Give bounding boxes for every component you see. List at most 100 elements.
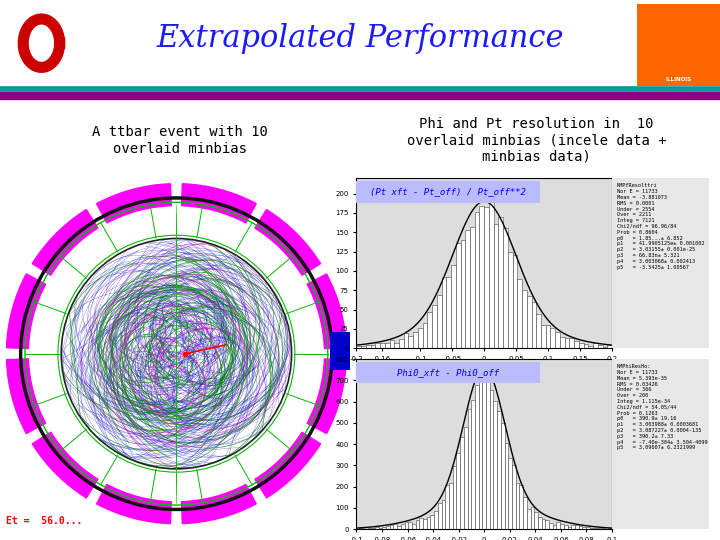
Bar	[593, 528, 597, 529]
Bar	[584, 343, 588, 348]
Bar	[431, 515, 434, 529]
Bar	[384, 343, 390, 348]
Bar	[505, 443, 508, 529]
Bar	[464, 427, 467, 529]
Bar	[541, 519, 545, 529]
Bar	[380, 343, 384, 348]
Bar	[486, 376, 490, 529]
Bar	[449, 483, 453, 529]
Wedge shape	[255, 210, 320, 275]
Bar	[546, 325, 551, 348]
Bar	[598, 346, 603, 348]
Bar	[412, 524, 415, 529]
Bar	[395, 343, 399, 348]
Bar	[456, 453, 460, 529]
Text: A ttbar event with 10
overlaid minbias: A ttbar event with 10 overlaid minbias	[92, 125, 268, 156]
Bar	[453, 466, 456, 529]
Text: ILLINOIS: ILLINOIS	[665, 77, 692, 82]
Bar	[501, 423, 505, 529]
Bar	[479, 381, 482, 529]
Bar	[397, 526, 401, 529]
Wedge shape	[181, 484, 256, 524]
Bar	[467, 409, 471, 529]
Bar	[366, 345, 371, 348]
Bar	[593, 342, 598, 348]
Bar	[470, 227, 474, 348]
Wedge shape	[96, 184, 171, 223]
Text: NMPhiResHo:
Nor E = 11733
Mean = 5.393e-35
RMS = 0.03426
Under = 366
Over = 200
: NMPhiResHo: Nor E = 11733 Mean = 5.393e-…	[617, 364, 708, 450]
Bar	[574, 341, 579, 348]
Bar	[586, 528, 590, 529]
Bar	[570, 339, 574, 348]
Bar	[456, 244, 461, 348]
FancyBboxPatch shape	[583, 308, 720, 540]
Bar	[418, 328, 423, 348]
Bar	[538, 517, 541, 529]
Bar	[471, 400, 475, 529]
Bar	[480, 206, 484, 348]
Bar	[608, 528, 612, 529]
Bar	[564, 525, 567, 529]
Bar	[516, 483, 519, 529]
Bar	[482, 370, 486, 529]
Bar	[513, 255, 518, 348]
Wedge shape	[307, 359, 346, 434]
Bar	[588, 346, 593, 348]
Bar	[536, 314, 541, 348]
Bar	[560, 524, 564, 529]
Bar	[534, 511, 538, 529]
Bar	[603, 347, 607, 348]
Bar	[401, 524, 405, 529]
Bar	[375, 527, 379, 529]
Bar	[461, 240, 465, 348]
FancyBboxPatch shape	[642, 4, 716, 95]
Bar	[527, 509, 531, 529]
Bar	[356, 346, 361, 348]
Bar	[386, 526, 390, 529]
Bar	[423, 519, 427, 529]
Bar	[413, 332, 418, 348]
FancyBboxPatch shape	[301, 174, 595, 209]
Bar	[427, 517, 431, 529]
Bar	[590, 528, 593, 529]
Wedge shape	[32, 432, 98, 498]
Bar	[493, 401, 498, 529]
Bar	[405, 522, 408, 529]
Bar	[330, 332, 350, 370]
Bar	[582, 526, 586, 529]
Bar	[518, 279, 522, 348]
Wedge shape	[181, 184, 256, 223]
Bar	[445, 484, 449, 529]
Bar	[465, 231, 470, 348]
Bar	[371, 345, 375, 348]
Text: NMPfResolttri
Nor E = 11733
Mean = -3.881073
RMS = 0.0001
Under = 2554
Over = 22: NMPfResolttri Nor E = 11733 Mean = -3.88…	[617, 183, 704, 269]
Bar	[531, 302, 536, 348]
Bar	[474, 212, 480, 348]
Bar	[390, 340, 395, 348]
Bar	[512, 465, 516, 529]
Bar	[531, 507, 534, 529]
Bar	[564, 338, 570, 348]
Bar	[367, 528, 372, 529]
Text: (Pt xft - Pt_off) / Pt_off**2: (Pt xft - Pt_off) / Pt_off**2	[371, 187, 526, 196]
Bar	[393, 524, 397, 529]
Wedge shape	[255, 432, 320, 498]
Bar	[553, 525, 557, 529]
Bar	[372, 528, 375, 529]
Bar	[437, 295, 441, 348]
Bar	[428, 312, 432, 348]
Bar	[498, 217, 503, 348]
Bar	[503, 228, 508, 348]
Bar	[408, 336, 413, 348]
Bar	[382, 526, 386, 529]
Bar	[567, 528, 571, 529]
Bar	[508, 252, 513, 348]
Bar	[390, 525, 393, 529]
Text: Phi and Pt resolution in  10
overlaid minbias (incele data +
minbias data): Phi and Pt resolution in 10 overlaid min…	[407, 117, 666, 164]
Bar	[415, 521, 419, 529]
Bar	[475, 385, 479, 529]
FancyBboxPatch shape	[629, 39, 720, 99]
Bar	[597, 528, 601, 529]
Bar	[519, 485, 523, 529]
Bar	[399, 339, 404, 348]
